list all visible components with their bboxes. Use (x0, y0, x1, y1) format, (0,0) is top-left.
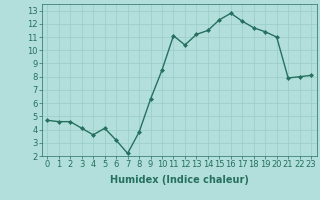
X-axis label: Humidex (Indice chaleur): Humidex (Indice chaleur) (110, 175, 249, 185)
